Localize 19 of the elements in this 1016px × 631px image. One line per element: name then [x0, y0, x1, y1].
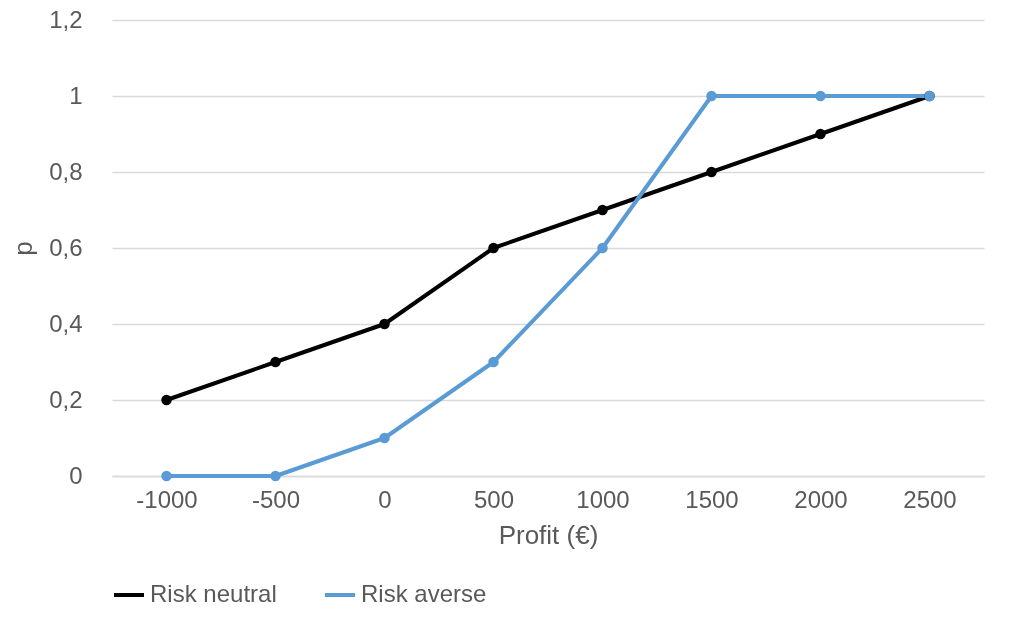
y-tick-label: 0,8 [49, 157, 83, 185]
x-tick-label: -1000 [136, 485, 198, 513]
legend-label: Risk neutral [150, 580, 277, 607]
x-axis-title: Profit (€) [498, 519, 599, 550]
x-tick-label: 0 [378, 485, 392, 513]
x-tick-label: 1000 [576, 485, 630, 513]
x-tick-label: 500 [473, 485, 515, 513]
x-tick-label: 1500 [685, 485, 739, 513]
x-tick-label: 2500 [903, 485, 957, 513]
x-tick-label: -500 [251, 485, 301, 513]
y-tick-label: 1,2 [49, 5, 83, 33]
x-tick-label: 2000 [794, 485, 848, 513]
y-tick-label: 0,6 [49, 233, 83, 261]
y-axis-title: p [8, 241, 39, 256]
y-tick-label: 0 [69, 461, 83, 489]
legend-label: Risk averse [361, 580, 487, 607]
y-tick-label: 0,4 [49, 309, 83, 337]
y-tick-label: 0,2 [49, 385, 83, 413]
y-tick-label: 1 [69, 81, 83, 109]
